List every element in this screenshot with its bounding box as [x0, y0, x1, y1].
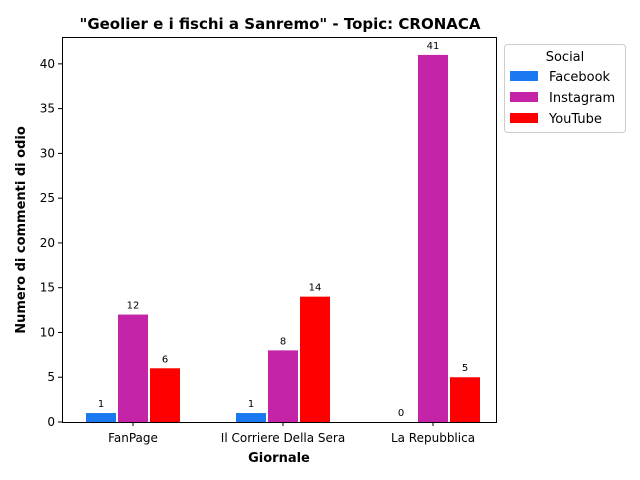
bar-facebook-1 [236, 413, 266, 422]
x-tick-label-0: FanPage [108, 431, 158, 445]
x-axis-title: Giornale [248, 451, 310, 466]
y-axis-title: Numero di commenti di odio [14, 126, 29, 334]
bar-youtube-1 [300, 296, 330, 422]
y-tick-label-7: 35 [40, 102, 55, 116]
bar-facebook-0 [86, 413, 116, 422]
bar-instagram-2 [418, 54, 448, 422]
y-tick-label-4: 20 [40, 236, 55, 250]
bar-youtube-2 [450, 377, 480, 422]
y-tick-label-8: 40 [40, 57, 55, 71]
legend-swatch-instagram [510, 92, 538, 102]
data-label-youtube-2: 5 [462, 363, 468, 374]
y-tick-label-6: 30 [40, 146, 55, 160]
x-tick-label-1: Il Corriere Della Sera [221, 431, 345, 445]
y-tick-label-5: 25 [40, 191, 55, 205]
y-tick-label-3: 15 [40, 281, 55, 295]
legend-title: Social [546, 50, 585, 65]
data-label-instagram-0: 12 [127, 301, 140, 312]
data-label-facebook-1: 1 [248, 399, 254, 410]
legend-swatch-facebook [510, 71, 538, 81]
bars-group [86, 54, 480, 422]
data-label-instagram-2: 41 [427, 41, 440, 52]
y-axis: 0 5 10 15 20 25 30 35 40 [40, 57, 62, 429]
plot-frame [62, 37, 497, 423]
y-tick-label-0: 0 [47, 415, 55, 429]
data-label-youtube-1: 14 [309, 283, 322, 294]
data-label-instagram-1: 8 [280, 336, 286, 347]
bar-instagram-1 [268, 350, 298, 422]
legend-label-instagram: Instagram [549, 91, 615, 106]
legend: Social Facebook Instagram YouTube [504, 44, 626, 133]
chart-title: "Geolier e i fischi a Sanremo" - Topic: … [80, 15, 481, 33]
y-tick-label-2: 10 [40, 325, 55, 339]
x-axis: FanPage Il Corriere Della Sera La Repubbli… [108, 422, 475, 445]
legend-label-facebook: Facebook [549, 70, 611, 85]
data-label-youtube-0: 6 [162, 354, 168, 365]
legend-frame [504, 44, 626, 133]
bar-labels-group: 1 12 6 1 8 14 0 41 5 [98, 41, 468, 419]
x-tick-label-2: La Repubblica [391, 431, 475, 445]
bar-instagram-0 [118, 314, 148, 422]
legend-items: Facebook Instagram YouTube [510, 70, 615, 127]
legend-label-youtube: YouTube [548, 112, 602, 127]
bar-youtube-0 [150, 368, 180, 422]
y-tick-label-1: 5 [47, 370, 55, 384]
data-label-facebook-0: 1 [98, 399, 104, 410]
data-label-facebook-2: 0 [398, 408, 404, 419]
legend-swatch-youtube [510, 113, 538, 123]
